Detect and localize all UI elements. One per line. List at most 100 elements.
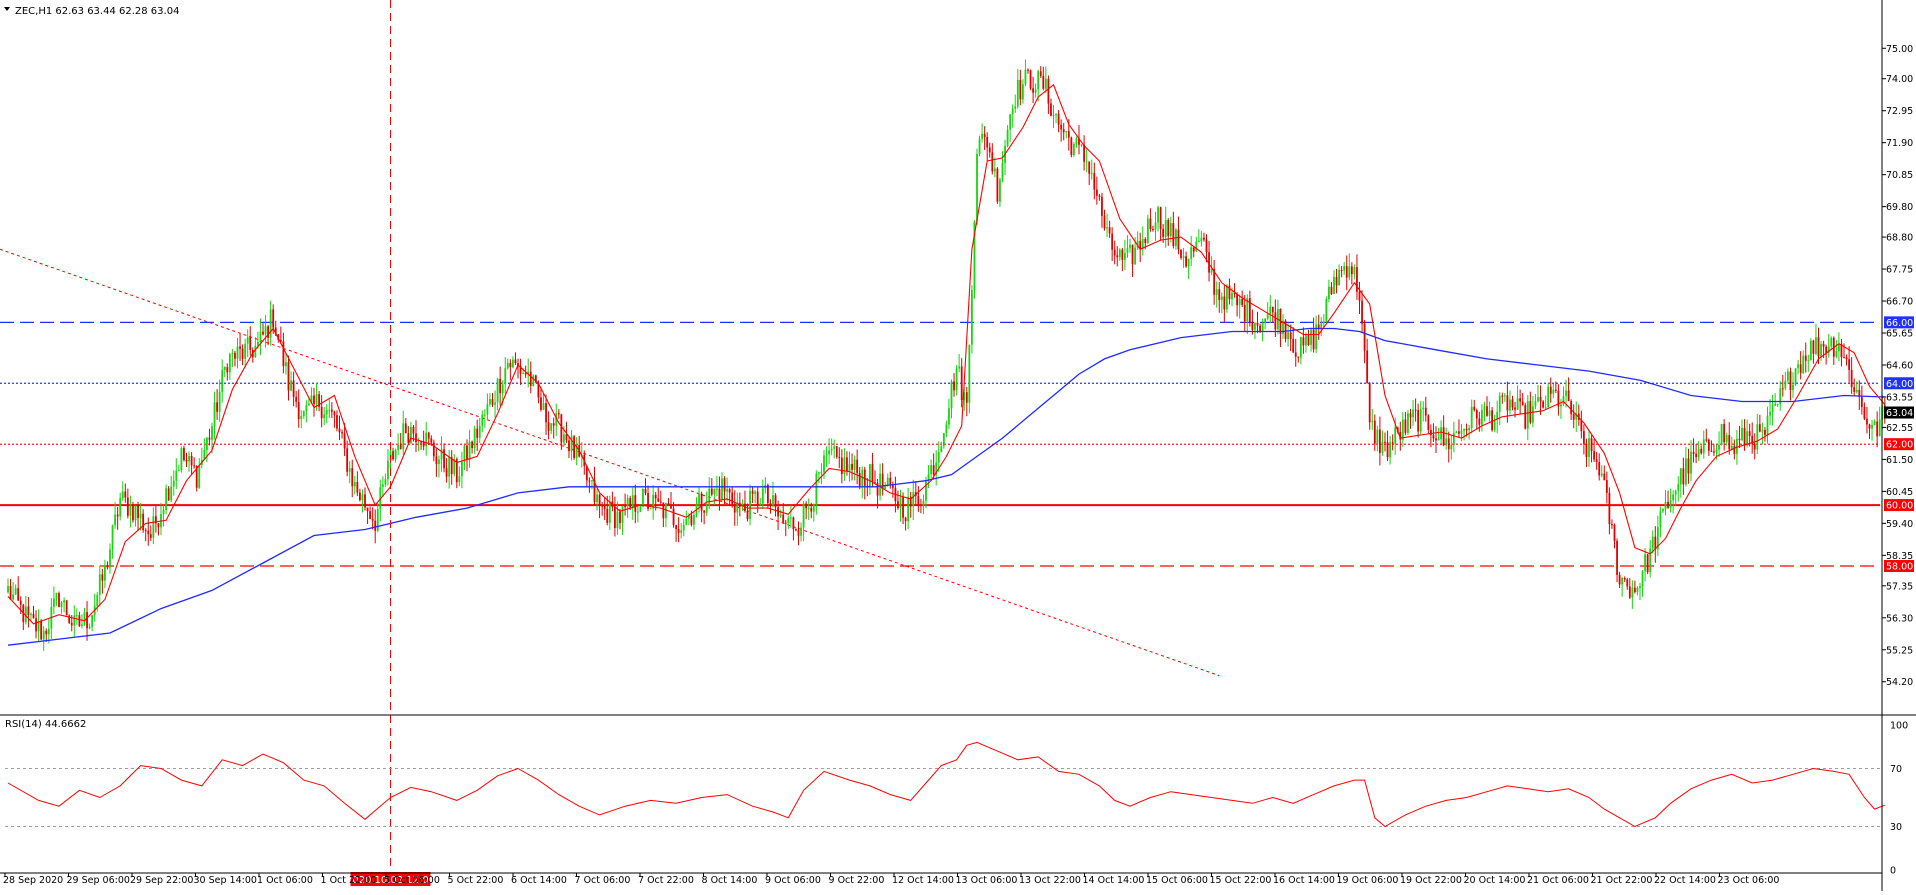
candle: [1228, 278, 1231, 305]
candle: [1529, 391, 1532, 425]
candle-body: [1047, 78, 1050, 104]
price-tick-label: 57.35: [1886, 581, 1913, 592]
rsi-tick-label: 100: [1890, 721, 1908, 732]
candle: [1180, 249, 1182, 260]
candle-body: [1088, 161, 1091, 174]
price-tick-label: 70.85: [1886, 170, 1913, 181]
candle-body: [1055, 113, 1057, 116]
candle-body: [1310, 329, 1312, 345]
candle-body: [1486, 406, 1488, 416]
level-tag-label: 66.00: [1886, 318, 1913, 329]
candle-body: [489, 399, 491, 405]
candle: [1825, 344, 1828, 365]
candle: [1674, 489, 1677, 507]
candle: [1817, 327, 1820, 365]
candle-body: [1447, 438, 1450, 450]
candle-body: [1093, 173, 1096, 190]
candle: [292, 371, 295, 407]
candle-body: [1815, 337, 1817, 354]
candle: [1116, 246, 1119, 267]
candle: [1463, 428, 1465, 441]
time-axis: 28 Sep 2020 29 Sep 06:00 29 Sep 22:00 30 Se…: [0, 872, 1882, 886]
candle: [540, 386, 542, 412]
candle-body: [1873, 421, 1876, 425]
candle-body: [935, 462, 938, 475]
candle-body: [838, 456, 841, 458]
candle-body: [1868, 424, 1871, 429]
candle-body: [1067, 131, 1070, 138]
candle-body: [353, 481, 356, 487]
candle: [636, 506, 639, 523]
candle-body: [657, 498, 660, 502]
candle-body: [700, 493, 703, 511]
candle-body: [287, 362, 290, 391]
candle-body: [522, 372, 524, 374]
candle: [1152, 225, 1154, 232]
candle-body: [1011, 108, 1014, 115]
candle-body: [1246, 298, 1249, 322]
candle: [1412, 400, 1414, 427]
candle: [1741, 419, 1743, 442]
candle-body: [843, 457, 846, 475]
candle: [573, 434, 575, 460]
candle-body: [1386, 442, 1389, 458]
candle: [1789, 367, 1792, 401]
candle: [1583, 424, 1585, 455]
candle-body: [170, 486, 173, 501]
candle-body: [1871, 424, 1873, 429]
candle-body: [1358, 291, 1361, 301]
candle: [1167, 218, 1170, 246]
candle-body: [1679, 468, 1682, 485]
candle-body: [1822, 344, 1825, 347]
candle-body: [40, 620, 43, 640]
candle-body: [361, 494, 364, 501]
candle: [218, 379, 221, 422]
candle-body: [269, 309, 272, 338]
candle: [1424, 396, 1427, 422]
candle-body: [1600, 473, 1603, 476]
rsi-title-label: RSI(14) 44.6662: [5, 719, 86, 730]
slow-moving-average-line: [7, 327, 1885, 646]
candle: [1391, 434, 1394, 451]
candle: [32, 605, 35, 619]
candle-body: [157, 523, 160, 528]
candle-body: [1567, 390, 1570, 402]
candle-body: [1223, 296, 1226, 310]
candle: [1330, 282, 1333, 296]
candle: [432, 439, 435, 462]
candle-body: [506, 362, 509, 369]
candle-body: [1394, 427, 1397, 444]
candle-body: [134, 505, 137, 521]
candle: [1187, 258, 1190, 279]
candle-body: [797, 529, 800, 536]
candle: [1720, 423, 1723, 446]
candle-body: [1557, 390, 1560, 407]
candle-body: [1322, 321, 1325, 324]
candle-body: [1366, 350, 1369, 384]
candle-body: [654, 494, 657, 499]
candle: [1804, 342, 1807, 373]
candle-body: [1078, 138, 1080, 145]
candle: [1101, 192, 1103, 228]
candle-body: [320, 406, 323, 419]
candle: [937, 441, 940, 473]
candle: [330, 402, 333, 419]
candle: [1407, 410, 1409, 435]
candle-body: [1876, 421, 1879, 437]
candle-body: [1432, 435, 1435, 439]
candle-body: [387, 460, 389, 480]
candle-body: [1085, 161, 1088, 163]
candle-body: [203, 449, 206, 460]
candle-body: [1407, 413, 1409, 433]
candle: [991, 143, 994, 175]
candle: [958, 353, 961, 373]
candle-body: [1149, 218, 1152, 230]
candle-body: [912, 492, 915, 507]
candle-body: [988, 147, 991, 153]
candle-body: [869, 464, 871, 487]
candle: [1656, 515, 1659, 556]
candle-body: [1335, 276, 1338, 286]
candle-body: [601, 505, 604, 507]
